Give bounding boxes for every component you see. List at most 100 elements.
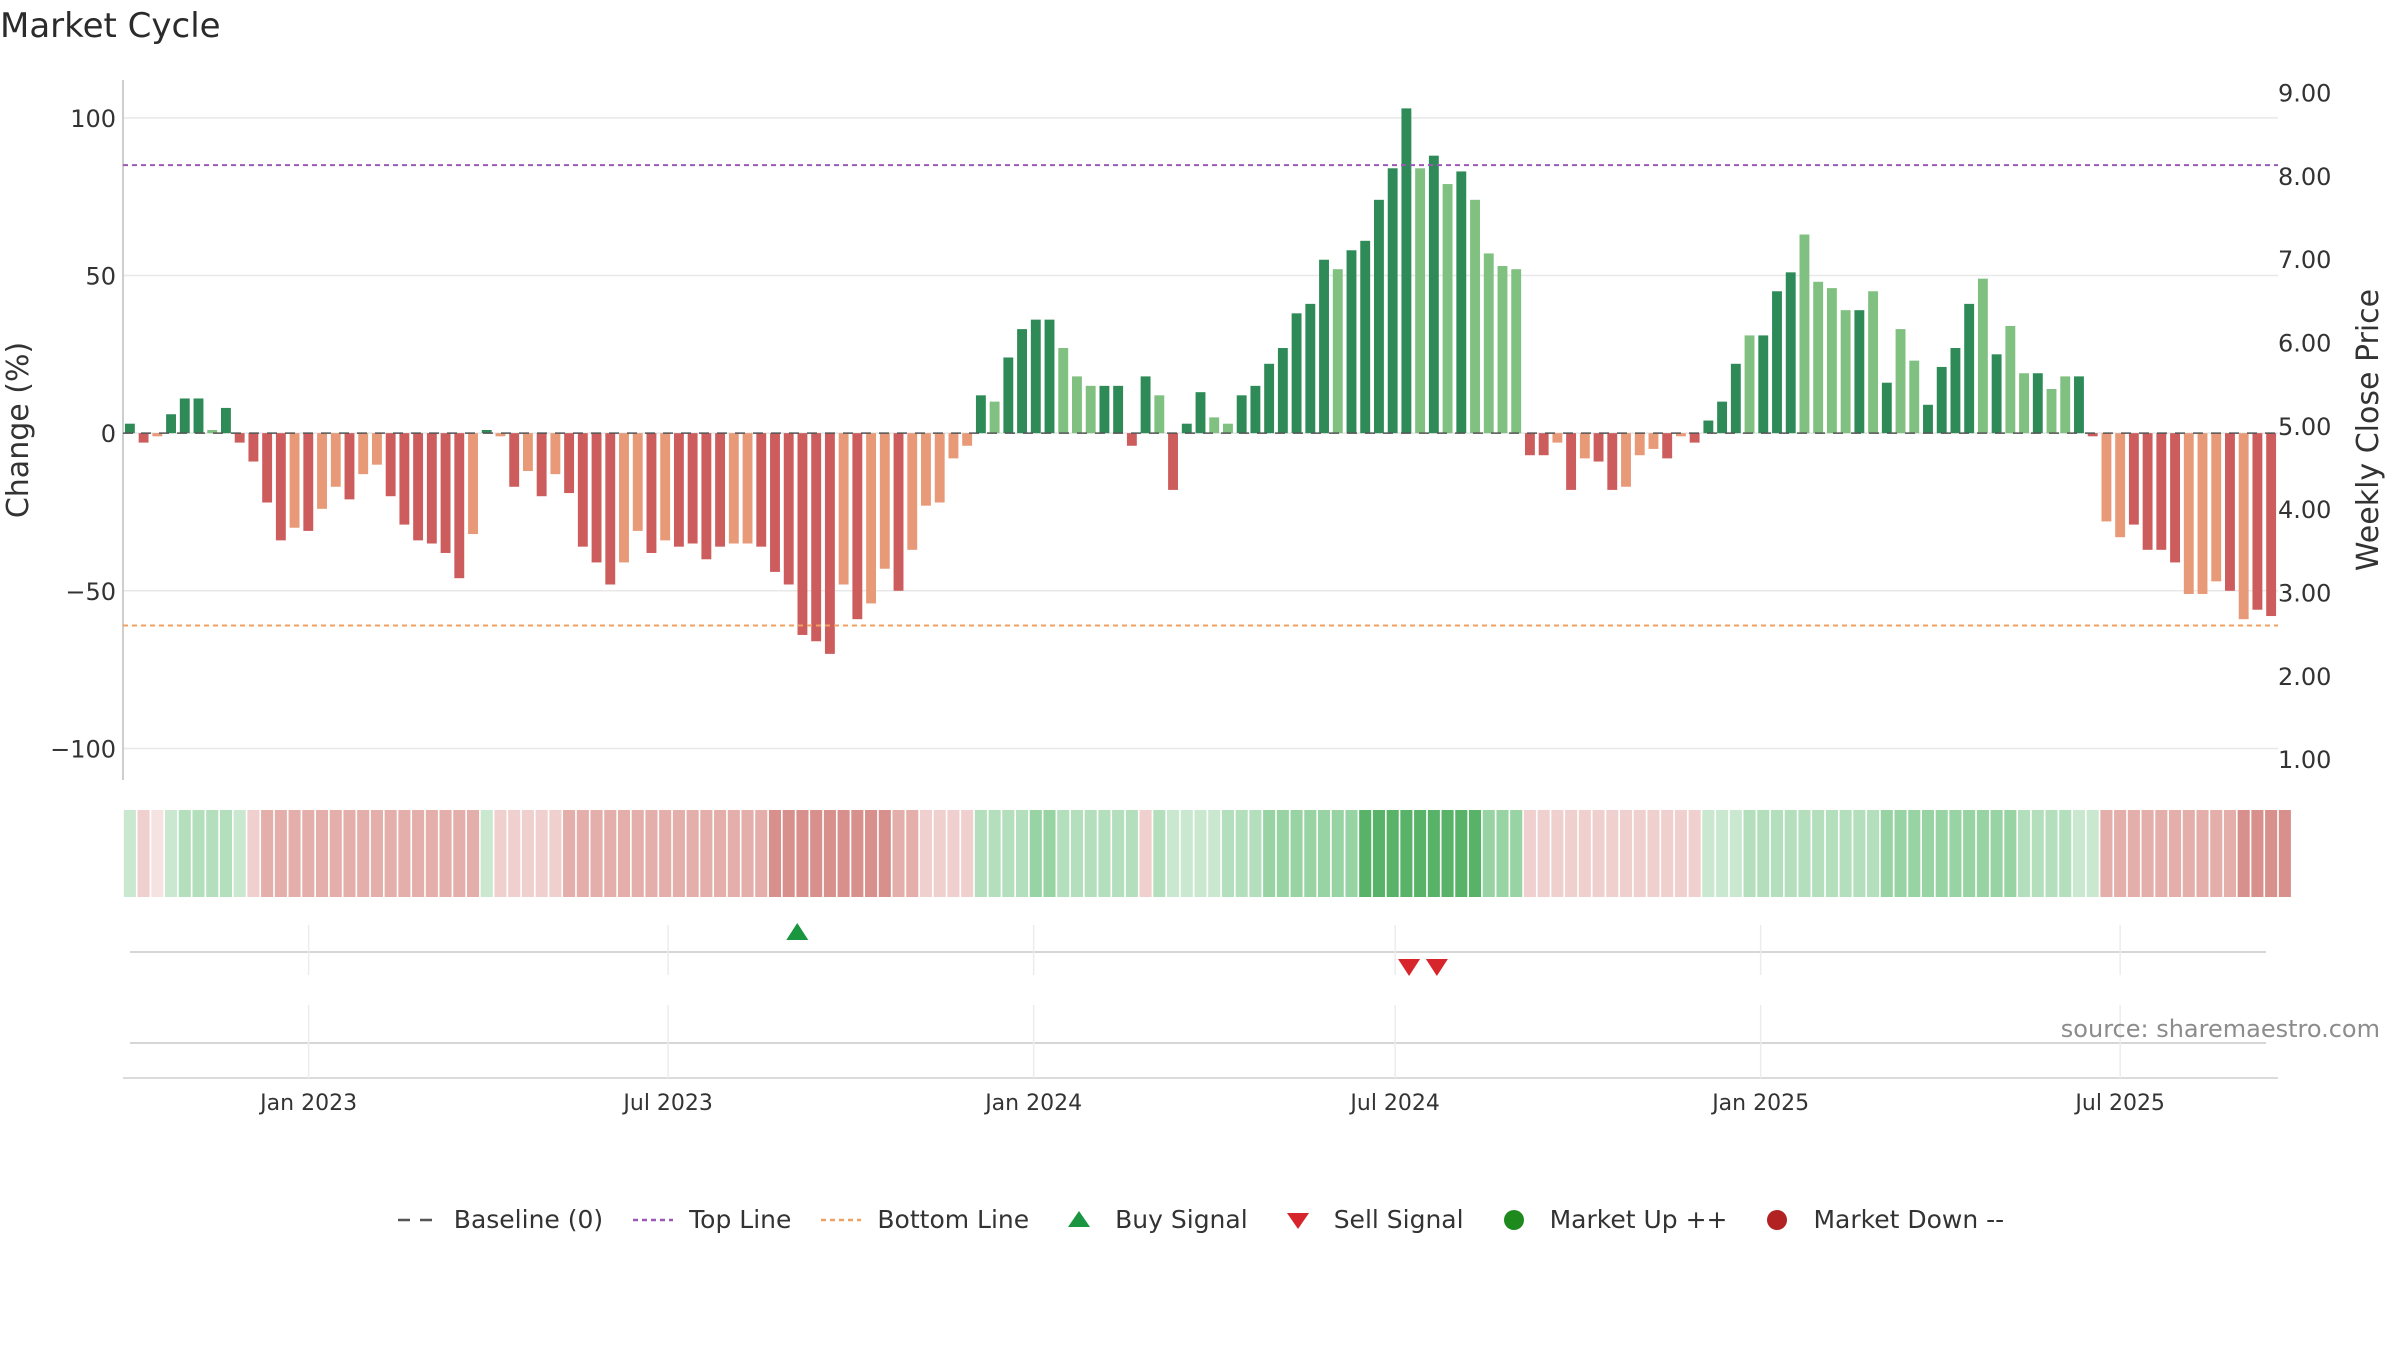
band-cell xyxy=(2086,810,2099,897)
band-cell xyxy=(2141,810,2154,897)
band-cell xyxy=(782,810,795,897)
band-cell xyxy=(1853,810,1866,897)
band-cell xyxy=(1167,810,1180,897)
bar xyxy=(2046,389,2057,434)
band-cell xyxy=(2237,810,2250,897)
band-cell xyxy=(1894,810,1907,897)
band-cell xyxy=(947,810,960,897)
x-tick-label: Jan 2024 xyxy=(983,1091,1082,1116)
bar xyxy=(1689,433,1700,443)
band-cell xyxy=(672,810,685,897)
band-cell xyxy=(1125,810,1138,897)
band-cell xyxy=(1551,810,1564,897)
bar xyxy=(1538,433,1549,456)
bar xyxy=(783,433,794,585)
bar xyxy=(509,433,520,487)
bar xyxy=(591,433,602,563)
bar xyxy=(866,433,877,604)
band-cell xyxy=(1029,810,1042,897)
bar xyxy=(1168,433,1178,490)
bar xyxy=(921,433,931,506)
bar xyxy=(1470,199,1480,434)
bar xyxy=(646,433,657,553)
band-cell xyxy=(796,810,809,897)
bar xyxy=(660,433,671,541)
legend-swatch-sell xyxy=(1286,1212,1309,1229)
band-cell xyxy=(1235,810,1248,897)
bar xyxy=(619,433,629,563)
band-cell xyxy=(206,810,219,897)
bar xyxy=(275,433,286,541)
bar xyxy=(1497,266,1508,434)
bar xyxy=(179,398,190,434)
band-cell xyxy=(2018,810,2031,897)
bar xyxy=(317,433,327,509)
band-cell xyxy=(1578,810,1591,897)
y2-tick-label: 5.00 xyxy=(2278,413,2331,441)
band-cell xyxy=(1702,810,1715,897)
band-cell xyxy=(1016,810,1029,897)
bar xyxy=(2252,433,2263,610)
band-cell xyxy=(2100,810,2113,897)
bar xyxy=(1868,291,1879,434)
band-cell xyxy=(1180,810,1193,897)
bar xyxy=(1909,360,1920,434)
band-cell xyxy=(1112,810,1125,897)
band-cell xyxy=(1935,810,1948,897)
band-cell xyxy=(1468,810,1482,897)
bar xyxy=(728,433,739,544)
bar xyxy=(687,433,698,544)
band-cell xyxy=(1304,810,1317,897)
bar xyxy=(1977,278,1988,434)
band-cell xyxy=(1139,810,1152,897)
bar xyxy=(371,433,382,465)
band-cell xyxy=(219,810,232,897)
band-cell xyxy=(480,810,493,897)
bar xyxy=(2156,433,2167,550)
y2-tick-label: 4.00 xyxy=(2278,496,2331,524)
bar xyxy=(1373,199,1384,434)
bar xyxy=(1058,348,1069,434)
band-cell xyxy=(2265,810,2278,897)
bar xyxy=(1154,395,1165,434)
bar xyxy=(756,433,767,547)
sell-signal-marker xyxy=(1425,959,1448,976)
band-cell xyxy=(961,810,974,897)
bar xyxy=(550,433,561,475)
bar xyxy=(138,433,149,443)
band-cell xyxy=(1523,810,1536,897)
band-cell xyxy=(878,810,891,897)
bar xyxy=(1291,313,1302,434)
bar xyxy=(2019,373,2030,434)
x-tick-label: Jul 2025 xyxy=(2073,1091,2165,1116)
band-cell xyxy=(1812,810,1825,897)
band-cell xyxy=(2196,810,2209,897)
bar xyxy=(1401,108,1412,434)
bar xyxy=(1593,433,1604,462)
x-tick-label: Jul 2024 xyxy=(1348,1091,1440,1116)
bar xyxy=(1881,382,1892,434)
band-cell xyxy=(604,810,617,897)
band-cell xyxy=(494,810,507,897)
band-cell xyxy=(933,810,946,897)
bar xyxy=(1044,319,1055,434)
y2-tick-label: 9.00 xyxy=(2278,80,2331,108)
band-cell xyxy=(686,810,699,897)
band-cell xyxy=(659,810,672,897)
bar xyxy=(262,433,273,503)
bar xyxy=(1964,303,1975,434)
bar xyxy=(1621,433,1631,487)
band-cell xyxy=(1153,810,1166,897)
bar xyxy=(1250,385,1261,434)
band-cell xyxy=(1661,810,1674,897)
bar xyxy=(838,433,849,585)
bar xyxy=(1991,354,2002,434)
bar xyxy=(1511,269,1522,434)
band-cell xyxy=(1729,810,1742,897)
y2-tick-label: 8.00 xyxy=(2278,163,2331,191)
bar xyxy=(2170,433,2180,563)
band-cell xyxy=(1976,810,1989,897)
y2-tick-label: 2.00 xyxy=(2278,663,2331,691)
band-cell xyxy=(2169,810,2182,897)
bar xyxy=(907,433,918,550)
